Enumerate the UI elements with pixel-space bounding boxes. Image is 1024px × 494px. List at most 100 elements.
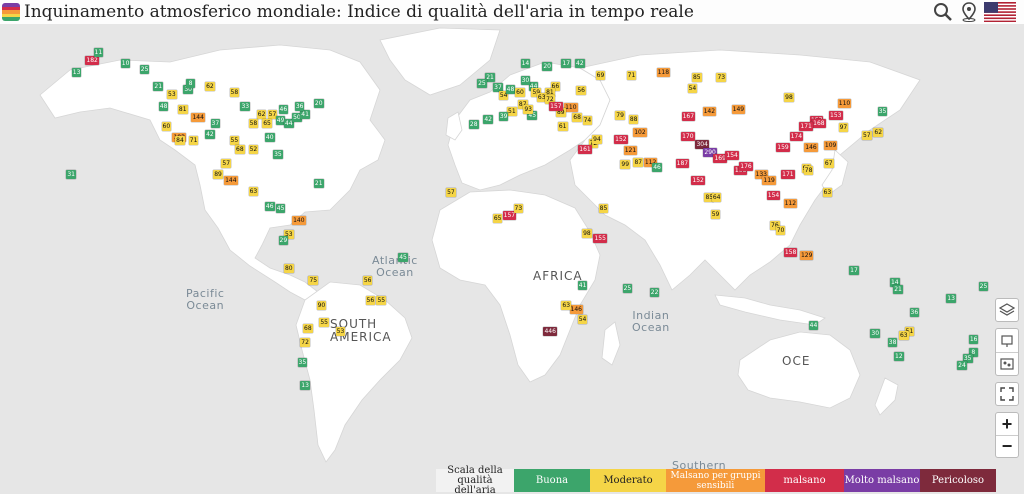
- station-marker[interactable]: 35: [273, 150, 283, 160]
- station-marker[interactable]: 158: [783, 247, 798, 257]
- station-marker[interactable]: 22: [649, 287, 660, 297]
- station-marker[interactable]: 12: [894, 352, 904, 362]
- station-marker[interactable]: 59: [710, 210, 721, 220]
- station-marker[interactable]: 66: [550, 81, 561, 91]
- station-marker[interactable]: 45: [275, 204, 286, 214]
- station-marker[interactable]: 446: [543, 326, 557, 336]
- station-marker[interactable]: 97: [838, 123, 849, 133]
- station-marker[interactable]: 55: [229, 135, 240, 145]
- station-marker[interactable]: 68: [303, 324, 313, 334]
- station-marker[interactable]: 174: [789, 132, 804, 142]
- station-marker[interactable]: 38: [887, 337, 898, 347]
- station-marker[interactable]: 121: [623, 146, 638, 156]
- legend-item-usg[interactable]: Malsano per gruppi sensibili: [666, 469, 765, 492]
- station-marker[interactable]: 89: [555, 108, 566, 118]
- station-marker[interactable]: 152: [614, 135, 628, 145]
- station-marker[interactable]: 78: [803, 166, 814, 176]
- station-marker[interactable]: 69: [595, 71, 606, 81]
- station-marker[interactable]: 13: [300, 381, 310, 391]
- station-marker[interactable]: 84: [175, 135, 185, 145]
- zoom-in-button[interactable]: +: [1001, 413, 1013, 434]
- legend-item-moderate[interactable]: Moderato: [590, 469, 666, 492]
- station-marker[interactable]: 63: [536, 93, 547, 103]
- search-icon[interactable]: [932, 1, 954, 23]
- station-marker[interactable]: 44: [808, 320, 819, 330]
- station-marker[interactable]: 75: [308, 275, 319, 285]
- station-marker[interactable]: 73: [716, 73, 727, 83]
- station-marker[interactable]: 60: [515, 87, 525, 97]
- station-marker[interactable]: 41: [300, 110, 310, 120]
- station-marker[interactable]: 171: [781, 170, 795, 180]
- station-marker[interactable]: 48: [158, 101, 169, 111]
- station-marker[interactable]: 17: [561, 59, 572, 68]
- station-marker[interactable]: 50: [292, 113, 302, 123]
- station-marker[interactable]: 59: [531, 87, 542, 97]
- station-marker[interactable]: 30: [520, 76, 531, 86]
- station-marker[interactable]: 14: [520, 59, 531, 68]
- station-marker[interactable]: 85: [598, 204, 609, 214]
- station-marker[interactable]: 149: [731, 105, 746, 115]
- station-marker[interactable]: 102: [633, 128, 647, 138]
- station-marker[interactable]: 25: [477, 78, 487, 88]
- station-marker[interactable]: 16: [968, 334, 979, 344]
- station-marker[interactable]: 167: [681, 112, 696, 122]
- station-marker[interactable]: 79: [615, 111, 625, 121]
- station-marker[interactable]: 10: [120, 59, 131, 68]
- station-marker[interactable]: 28: [468, 119, 479, 129]
- station-marker[interactable]: 57: [267, 110, 278, 120]
- station-marker[interactable]: 74: [582, 116, 593, 126]
- aqi-station-toggle-icon[interactable]: [1000, 330, 1014, 352]
- station-marker[interactable]: 14: [889, 278, 900, 288]
- station-marker[interactable]: 99: [620, 159, 631, 169]
- station-marker[interactable]: 46: [652, 162, 662, 172]
- station-marker[interactable]: 62: [256, 110, 267, 120]
- station-marker[interactable]: 73: [513, 204, 524, 214]
- layers-button[interactable]: [995, 298, 1019, 322]
- station-marker[interactable]: 118: [656, 68, 671, 78]
- station-marker[interactable]: 110: [564, 103, 578, 113]
- station-marker[interactable]: 290: [703, 148, 717, 158]
- station-marker[interactable]: 94: [592, 134, 602, 144]
- station-marker[interactable]: 37: [210, 118, 221, 128]
- station-marker[interactable]: 63: [561, 301, 572, 311]
- station-marker[interactable]: 85: [704, 192, 715, 202]
- station-marker[interactable]: 144: [191, 113, 205, 123]
- station-marker[interactable]: 30: [870, 329, 881, 339]
- station-marker[interactable]: 25: [622, 283, 633, 293]
- station-marker[interactable]: 142: [702, 106, 717, 116]
- station-marker[interactable]: 41: [577, 280, 588, 290]
- station-marker[interactable]: 51: [904, 326, 915, 336]
- station-marker[interactable]: 53: [283, 230, 294, 239]
- station-marker[interactable]: 29: [278, 235, 289, 245]
- station-marker[interactable]: 154: [766, 190, 781, 200]
- station-marker[interactable]: 63: [898, 330, 909, 340]
- station-marker[interactable]: 112: [783, 199, 798, 209]
- station-marker[interactable]: 55: [319, 318, 329, 328]
- station-marker[interactable]: 35: [962, 353, 973, 363]
- station-marker[interactable]: 52: [248, 144, 259, 154]
- station-marker[interactable]: 13: [946, 293, 956, 303]
- station-marker[interactable]: 110: [837, 99, 852, 109]
- station-marker[interactable]: 35: [297, 358, 308, 368]
- station-marker[interactable]: 25: [978, 281, 989, 291]
- station-marker[interactable]: 62: [873, 128, 884, 138]
- station-marker[interactable]: 170: [681, 131, 695, 141]
- station-marker[interactable]: 109: [823, 141, 838, 151]
- station-marker[interactable]: 62: [205, 81, 215, 91]
- station-marker[interactable]: 45: [527, 110, 538, 120]
- station-marker[interactable]: 54: [687, 84, 698, 94]
- map-view-toggle-icon[interactable]: [996, 352, 1018, 374]
- station-marker[interactable]: 11: [93, 47, 104, 57]
- station-marker[interactable]: 42: [205, 130, 215, 140]
- station-marker[interactable]: 30: [183, 84, 193, 94]
- station-marker[interactable]: 21: [485, 73, 495, 83]
- station-marker[interactable]: 144: [224, 175, 238, 185]
- station-marker[interactable]: 80: [283, 264, 294, 274]
- station-marker[interactable]: 56: [576, 86, 586, 96]
- station-marker[interactable]: 20: [542, 61, 552, 71]
- aqi-logo-icon[interactable]: [2, 3, 20, 21]
- station-marker[interactable]: 65: [492, 214, 503, 224]
- station-marker[interactable]: 76: [770, 221, 780, 231]
- legend-item-very-unhealthy[interactable]: Molto malsano: [844, 469, 920, 492]
- station-marker[interactable]: 56: [362, 275, 373, 285]
